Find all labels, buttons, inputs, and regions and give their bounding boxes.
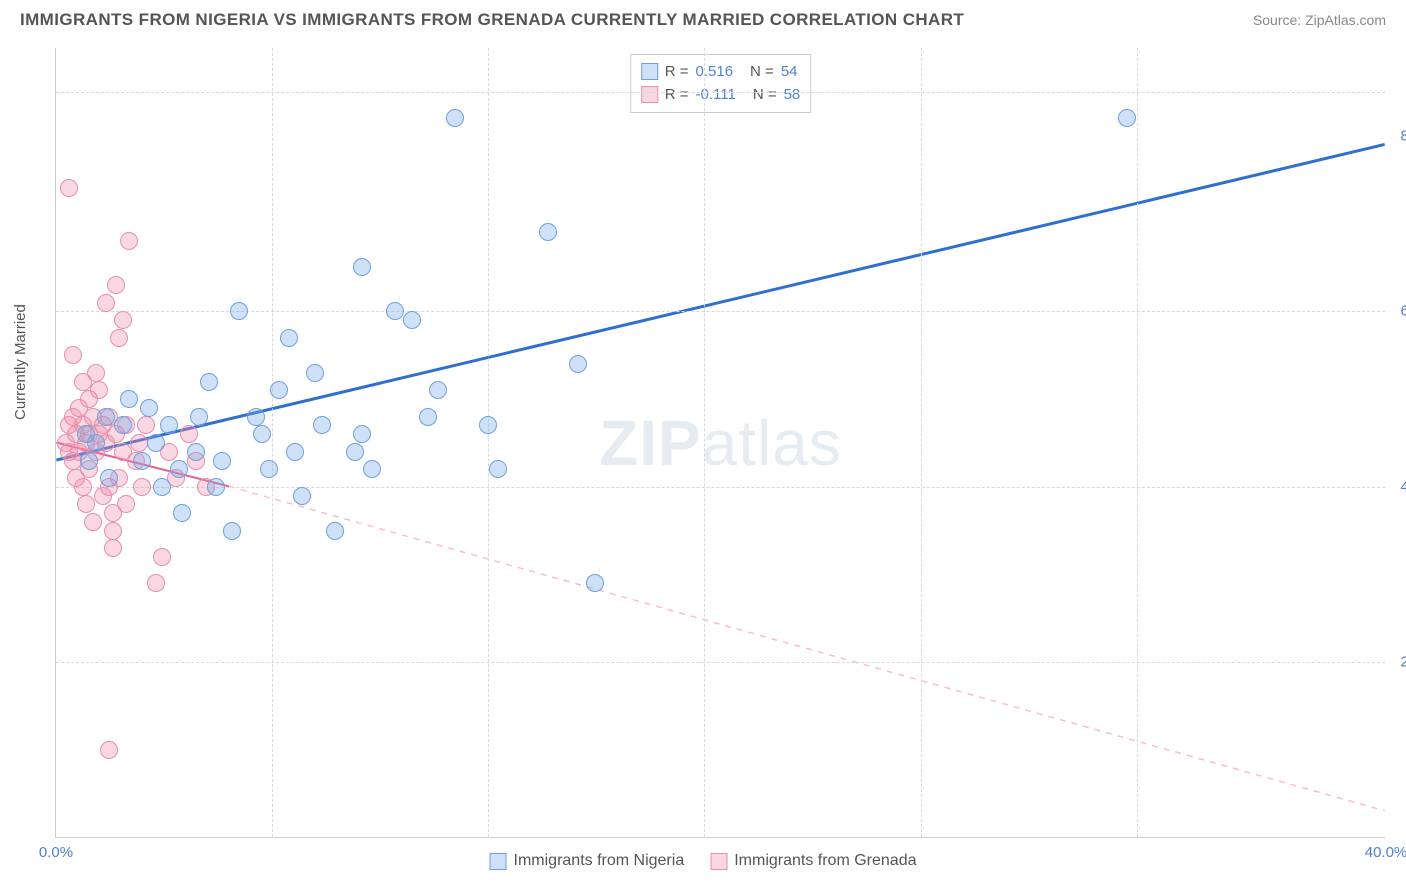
data-point-grenada <box>117 495 135 513</box>
grid-line-h <box>56 487 1385 488</box>
data-point-grenada <box>104 539 122 557</box>
data-point-nigeria <box>153 478 171 496</box>
trend-lines <box>56 48 1385 837</box>
scatter-chart: ZIPatlas R = 0.516N = 54R = -0.111N = 58… <box>55 48 1385 838</box>
data-point-nigeria <box>160 416 178 434</box>
data-point-grenada <box>107 276 125 294</box>
data-point-nigeria <box>200 373 218 391</box>
data-point-grenada <box>133 478 151 496</box>
data-point-nigeria <box>280 329 298 347</box>
data-point-nigeria <box>586 574 604 592</box>
grid-line-v <box>272 48 273 837</box>
data-point-grenada <box>84 513 102 531</box>
x-tick-label: 40.0% <box>1365 844 1406 861</box>
data-point-nigeria <box>419 408 437 426</box>
y-tick-label: 60.0% <box>1393 303 1406 320</box>
grid-line-h <box>56 662 1385 663</box>
data-point-nigeria <box>429 381 447 399</box>
chart-title: IMMIGRANTS FROM NIGERIA VS IMMIGRANTS FR… <box>20 10 964 30</box>
legend-swatch <box>710 853 727 870</box>
data-point-nigeria <box>114 416 132 434</box>
data-point-nigeria <box>539 223 557 241</box>
y-tick-label: 20.0% <box>1393 654 1406 671</box>
data-point-grenada <box>153 548 171 566</box>
data-point-grenada <box>77 495 95 513</box>
y-tick-label: 40.0% <box>1393 478 1406 495</box>
data-point-grenada <box>114 311 132 329</box>
grid-line-h <box>56 311 1385 312</box>
data-point-nigeria <box>247 408 265 426</box>
data-point-nigeria <box>286 443 304 461</box>
data-point-nigeria <box>213 452 231 470</box>
data-point-nigeria <box>313 416 331 434</box>
data-point-nigeria <box>353 258 371 276</box>
data-point-nigeria <box>170 460 188 478</box>
data-point-nigeria <box>353 425 371 443</box>
data-point-grenada <box>147 574 165 592</box>
legend-swatch <box>641 86 658 103</box>
data-point-nigeria <box>346 443 364 461</box>
data-point-grenada <box>64 346 82 364</box>
data-point-nigeria <box>77 425 95 443</box>
data-point-nigeria <box>326 522 344 540</box>
data-point-grenada <box>180 425 198 443</box>
data-point-grenada <box>97 294 115 312</box>
data-point-nigeria <box>363 460 381 478</box>
data-point-nigeria <box>306 364 324 382</box>
data-point-nigeria <box>140 399 158 417</box>
data-point-nigeria <box>133 452 151 470</box>
grid-line-v <box>1137 48 1138 837</box>
data-point-nigeria <box>187 443 205 461</box>
data-point-nigeria <box>190 408 208 426</box>
data-point-nigeria <box>260 460 278 478</box>
y-tick-label: 80.0% <box>1393 127 1406 144</box>
data-point-nigeria <box>1118 109 1136 127</box>
data-point-nigeria <box>479 416 497 434</box>
source-label: Source: ZipAtlas.com <box>1253 12 1386 28</box>
data-point-grenada <box>90 381 108 399</box>
x-tick-label: 0.0% <box>39 844 73 861</box>
data-point-nigeria <box>147 434 165 452</box>
grid-line-v <box>704 48 705 837</box>
correlation-legend: R = 0.516N = 54R = -0.111N = 58 <box>630 54 812 113</box>
data-point-grenada <box>110 329 128 347</box>
data-point-grenada <box>104 522 122 540</box>
data-point-grenada <box>120 232 138 250</box>
data-point-nigeria <box>569 355 587 373</box>
data-point-nigeria <box>97 408 115 426</box>
data-point-grenada <box>137 416 155 434</box>
grid-line-h <box>56 92 1385 93</box>
data-point-nigeria <box>270 381 288 399</box>
data-point-grenada <box>74 478 92 496</box>
data-point-nigeria <box>446 109 464 127</box>
data-point-grenada <box>60 179 78 197</box>
grid-line-v <box>488 48 489 837</box>
data-point-nigeria <box>489 460 507 478</box>
data-point-grenada <box>87 364 105 382</box>
y-axis-label: Currently Married <box>12 304 29 420</box>
data-point-grenada <box>100 741 118 759</box>
legend-row-nigeria: R = 0.516N = 54 <box>641 60 801 83</box>
legend-swatch <box>490 853 507 870</box>
data-point-grenada <box>130 434 148 452</box>
legend-swatch <box>641 63 658 80</box>
legend-row-grenada: R = -0.111N = 58 <box>641 83 801 106</box>
data-point-nigeria <box>293 487 311 505</box>
data-point-nigeria <box>120 390 138 408</box>
data-point-nigeria <box>223 522 241 540</box>
data-point-nigeria <box>230 302 248 320</box>
series-legend-nigeria: Immigrants from Nigeria <box>490 852 685 870</box>
data-point-nigeria <box>403 311 421 329</box>
grid-line-v <box>921 48 922 837</box>
series-legend-grenada: Immigrants from Grenada <box>710 852 916 870</box>
data-point-nigeria <box>100 469 118 487</box>
data-point-nigeria <box>386 302 404 320</box>
series-legend: Immigrants from Nigeria Immigrants from G… <box>490 852 917 870</box>
data-point-nigeria <box>253 425 271 443</box>
data-point-nigeria <box>173 504 191 522</box>
data-point-nigeria <box>80 452 98 470</box>
data-point-nigeria <box>207 478 225 496</box>
